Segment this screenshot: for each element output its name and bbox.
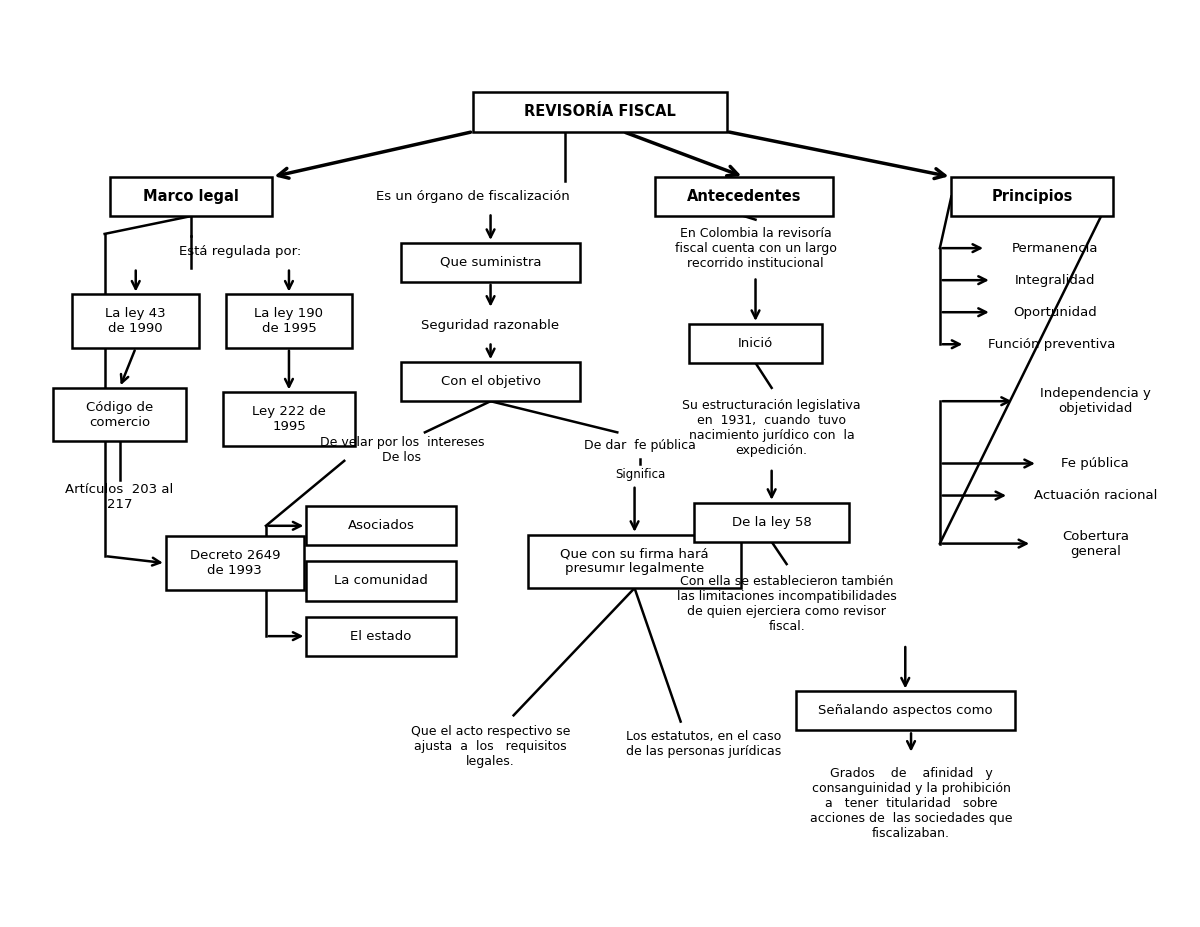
FancyBboxPatch shape [401,362,580,401]
Text: Ley 222 de
1995: Ley 222 de 1995 [252,405,326,433]
Text: Oportunidad: Oportunidad [1013,306,1097,319]
Text: Asociados: Asociados [348,519,414,532]
Text: El estado: El estado [350,629,412,642]
FancyBboxPatch shape [655,177,833,216]
Text: Significa: Significa [616,468,666,481]
FancyBboxPatch shape [694,502,850,541]
Text: Con ella se establecieron también
las limitaciones incompatibilidades
de quien e: Con ella se establecieron también las li… [677,575,896,633]
FancyBboxPatch shape [528,535,742,588]
Text: Principios: Principios [991,189,1073,204]
Text: Código de
comercio: Código de comercio [86,400,154,428]
FancyBboxPatch shape [166,537,304,590]
Text: Decreto 2649
de 1993: Decreto 2649 de 1993 [190,549,280,578]
FancyBboxPatch shape [110,177,271,216]
FancyBboxPatch shape [53,387,186,441]
Text: En Colombia la revisoría
fiscal cuenta con un largo
recorrido institucional: En Colombia la revisoría fiscal cuenta c… [674,226,836,270]
Text: Función preventiva: Función preventiva [988,337,1115,350]
FancyBboxPatch shape [306,506,456,545]
FancyBboxPatch shape [401,243,580,282]
Text: Independencia y
objetividad: Independencia y objetividad [1040,387,1151,415]
Text: De velar por los  intereses
De los: De velar por los intereses De los [319,436,484,464]
Text: Actuación racional: Actuación racional [1033,489,1157,502]
Text: Los estatutos, en el caso
de las personas jurídicas: Los estatutos, en el caso de las persona… [626,730,781,758]
Text: Antecedentes: Antecedentes [686,189,802,204]
Text: Que con su firma hará
presumır legalmente: Que con su firma hará presumır legalment… [560,547,709,576]
Text: Con el objetivo: Con el objetivo [440,375,540,388]
Text: Marco legal: Marco legal [143,189,239,204]
FancyBboxPatch shape [796,692,1015,730]
FancyBboxPatch shape [223,392,355,446]
Text: La ley 190
de 1995: La ley 190 de 1995 [254,307,324,336]
Text: Artículos  203 al
217: Artículos 203 al 217 [66,483,174,512]
Text: Inició: Inició [738,337,773,349]
Text: De la ley 58: De la ley 58 [732,515,811,528]
Text: Seguridad razonable: Seguridad razonable [421,319,559,332]
Text: La comunidad: La comunidad [334,575,428,588]
Text: De dar  fe pública: De dar fe pública [584,439,696,452]
FancyBboxPatch shape [689,324,822,363]
FancyBboxPatch shape [473,93,727,132]
Text: Cobertura
general: Cobertura general [1062,529,1129,558]
Text: REVISORÍA FISCAL: REVISORÍA FISCAL [524,105,676,120]
Text: Fe pública: Fe pública [1062,457,1129,470]
FancyBboxPatch shape [72,295,199,348]
FancyBboxPatch shape [306,562,456,601]
Text: Que el acto respectivo se
ajusta  a  los   requisitos
legales.: Que el acto respectivo se ajusta a los r… [410,725,570,768]
Text: Grados    de    afinidad   y
consanguinidad y la prohibición
a   tener  titulari: Grados de afinidad y consanguinidad y la… [810,767,1013,840]
FancyBboxPatch shape [952,177,1112,216]
Text: Integralidad: Integralidad [1015,273,1096,286]
Text: Es un órgano de fiscalización: Es un órgano de fiscalización [377,190,570,203]
Text: Permanencia: Permanencia [1012,242,1098,255]
FancyBboxPatch shape [226,295,353,348]
Text: La ley 43
de 1990: La ley 43 de 1990 [106,307,166,336]
Text: Su estructuración legislativa
en  1931,  cuando  tuvo
nacimiento jurídico con  l: Su estructuración legislativa en 1931, c… [683,399,860,457]
Text: Que suministra: Que suministra [440,256,541,269]
Text: Está regulada por:: Está regulada por: [180,246,301,259]
FancyBboxPatch shape [306,616,456,655]
Text: Señalando aspectos como: Señalando aspectos como [818,705,992,717]
